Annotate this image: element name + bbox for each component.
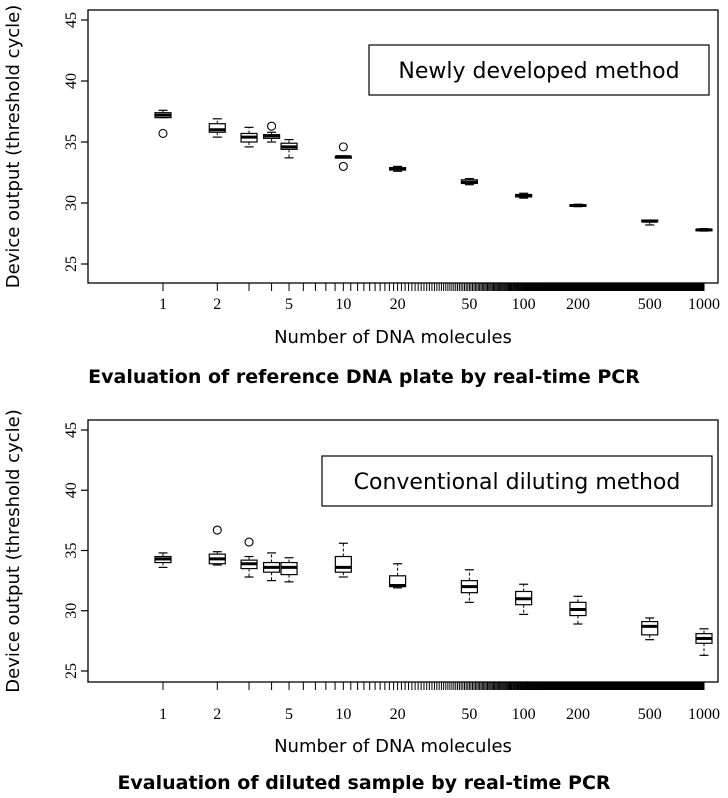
- panel-2-y-tick-label: 25: [63, 663, 80, 679]
- panel-1-box-outlier: [267, 121, 277, 131]
- panel-1-x-tick-label: 50: [461, 296, 477, 313]
- panel-1-x-tick-label: 100: [512, 296, 536, 313]
- panel-2-y-tick-label: 40: [63, 482, 80, 498]
- panel-2-y-tick-label: 35: [63, 543, 80, 559]
- panel-2-x-tick-label: 50: [461, 706, 477, 723]
- panel-2-legend-box: [321, 455, 713, 507]
- panel-1-x-tick-label: 1: [159, 296, 167, 313]
- panel-2-x-tick-label: 10: [335, 706, 351, 723]
- panel-2-box-body: [641, 620, 659, 636]
- panel-2-box-outlier: [212, 525, 222, 535]
- panel-1-box-outlier: [158, 128, 168, 139]
- panel-1-y-axis-label: Device output (threshold cycle): [3, 5, 24, 288]
- panel-2-x-tick-label: 5: [285, 706, 293, 723]
- panel-1-y-tick-label: 35: [63, 134, 80, 150]
- panel-1-x-tick-label: 20: [390, 296, 406, 313]
- panel-2-x-tick-label: 20: [390, 706, 406, 723]
- panel-2-box-outlier: [244, 537, 254, 547]
- panel-1-x-tick-label: 1000: [688, 296, 720, 313]
- panel-2-x-tick-label: 200: [566, 706, 590, 723]
- panel-1-y-tick-label: 25: [63, 256, 80, 272]
- panel-1-legend-label: Newly developed method: [398, 59, 679, 84]
- panel-2-x-tick-label: 1: [159, 706, 167, 723]
- panel-1-x-tick-label: 10: [335, 296, 351, 313]
- panel-2-x-axis-label: Number of DNA molecules: [274, 736, 512, 757]
- panel-2-y-axis-label: Device output (threshold cycle): [3, 409, 24, 692]
- panel-2-x-tick-label: 1000: [688, 706, 720, 723]
- panel-2-caption: Evaluation of diluted sample by real-tim…: [117, 772, 611, 794]
- panel-1-y-tick-label: 30: [63, 195, 80, 211]
- panel-1-x-tick-label: 5: [285, 296, 293, 313]
- panel-2-box-body: [334, 555, 352, 573]
- panel-1-plot-frame: [87, 9, 719, 284]
- panel-2-legend-label: Conventional diluting method: [354, 470, 681, 495]
- panel-1-legend-box: [368, 44, 710, 96]
- panel-1-caption: Evaluation of reference DNA plate by rea…: [88, 366, 640, 388]
- panel-2-x-tick-label: 100: [512, 706, 536, 723]
- panel-1-x-tick-label: 200: [566, 296, 590, 313]
- panel-2-y-tick-label: 30: [63, 603, 80, 619]
- panel-1-x-tick-label: 500: [638, 296, 662, 313]
- panel-1-x-axis-label: Number of DNA molecules: [274, 327, 512, 348]
- panel-1-box-outlier: [338, 142, 348, 152]
- panel-1-y-tick-label: 45: [63, 12, 80, 28]
- panel-2-y-tick-label: 45: [63, 422, 80, 438]
- panel-1-x-tick-label: 2: [213, 296, 221, 313]
- panel-1-y-tick-label: 40: [63, 73, 80, 89]
- panel-1-box-body: [208, 123, 226, 133]
- panel-1-box-outlier: [338, 161, 348, 171]
- panel-2-x-tick-label: 2: [213, 706, 221, 723]
- panel-2-x-tick-label: 500: [638, 706, 662, 723]
